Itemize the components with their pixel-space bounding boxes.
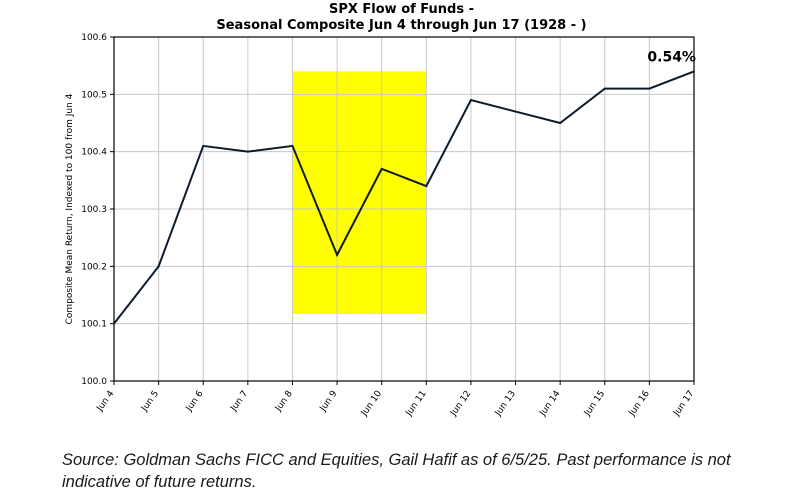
line-chart: 100.0 100.1 100.2 100.3 100.4 100.5 100.6 Jun 4… [65,33,696,419]
data-point [514,110,517,113]
x-tick-label: Jun 13 [493,389,518,419]
data-point [336,253,339,256]
y-tick-label: 100.2 [81,262,107,272]
data-point [648,87,651,90]
y-tick-label: 100.1 [81,320,107,330]
x-tick-label: Jun 11 [404,389,429,419]
x-tick-label: Jun 9 [318,389,340,414]
x-tick-label: Jun 8 [273,389,295,414]
data-point [425,185,428,188]
data-point [469,99,472,102]
series-line [113,70,695,325]
x-tick-label: Jun 10 [359,389,384,419]
y-axis-label: Composite Mean Return, Indexed to 100 fr… [65,93,75,324]
data-point [603,87,606,90]
data-point [291,144,294,147]
x-tick-label: Jun 4 [95,389,117,414]
data-point [380,167,383,170]
y-tick-label: 100.0 [81,377,107,387]
y-tick-label: 100.5 [81,90,107,100]
source-note: Source: Goldman Sachs FICC and Equities,… [62,451,731,491]
y-tick-label: 100.3 [81,205,107,215]
x-tick-label: Jun 16 [627,389,652,419]
x-tick-label: Jun 7 [229,389,251,414]
data-point [113,322,115,325]
data-point [559,122,562,124]
y-tick-label: 100.4 [81,148,107,158]
x-tick-label: Jun 17 [671,389,696,419]
x-tick-label: Jun 14 [538,389,563,419]
highlight-region [292,71,427,314]
x-tick-label: Jun 6 [184,389,206,414]
annotation-label: 0.54% [647,49,696,65]
data-point [246,150,249,153]
y-tick-label: 100.6 [81,33,107,43]
data-point [157,265,160,268]
data-point [202,144,205,147]
chart-subtitle: Seasonal Composite Jun 4 through Jun 17 … [216,18,587,33]
data-point [693,70,695,73]
chart-title: SPX Flow of Funds - [328,2,475,17]
x-tick-label: Jun 12 [448,389,473,419]
x-tick-label: Jun 5 [139,389,161,414]
x-tick-label: Jun 15 [582,389,607,419]
